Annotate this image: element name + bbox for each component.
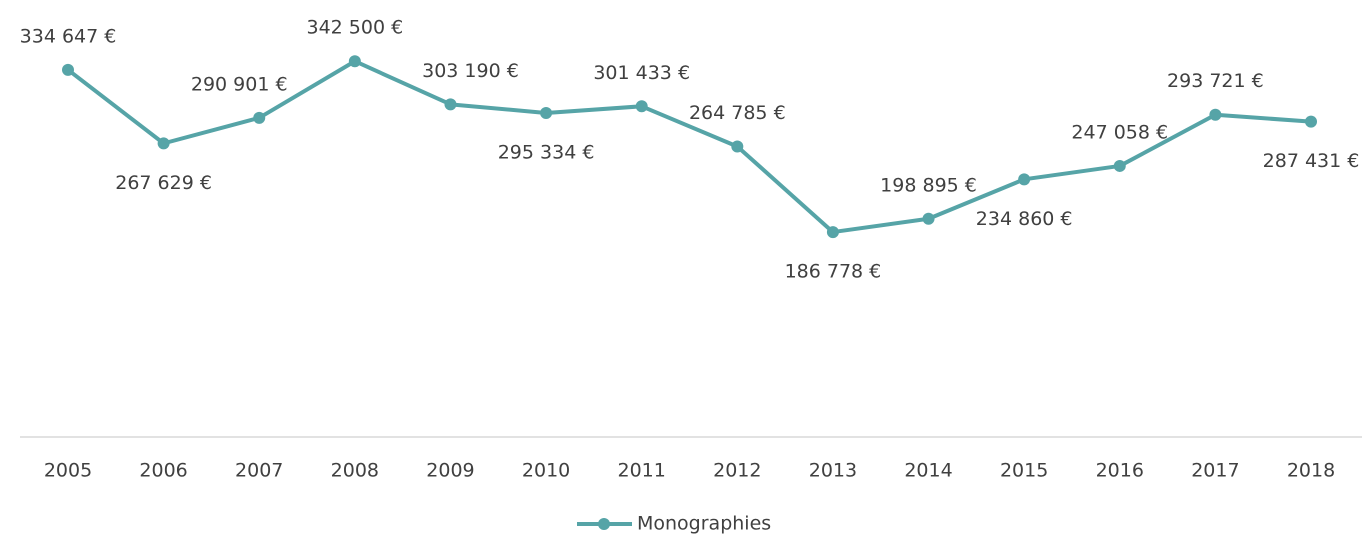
x-tick-label: 2011 — [618, 460, 666, 482]
x-tick-label: 2009 — [426, 460, 474, 482]
data-point — [348, 55, 361, 68]
data-point — [826, 226, 839, 239]
x-tick-label: 2018 — [1287, 460, 1335, 482]
x-tick-label: 2005 — [44, 460, 92, 482]
data-point — [1018, 173, 1031, 186]
data-label: 303 190 € — [422, 60, 519, 82]
data-label: 295 334 € — [498, 141, 595, 163]
data-point — [1305, 115, 1317, 128]
data-label: 234 860 € — [976, 208, 1073, 230]
data-point — [444, 98, 457, 111]
x-tick-label: 2016 — [1096, 460, 1144, 482]
data-point — [922, 212, 935, 225]
data-label: 287 431 € — [1263, 150, 1360, 172]
data-label: 198 895 € — [880, 174, 977, 196]
data-label: 342 500 € — [306, 17, 403, 39]
data-label: 293 721 € — [1167, 70, 1264, 92]
data-point — [157, 137, 170, 150]
data-point — [540, 106, 553, 119]
data-label: 267 629 € — [115, 172, 212, 194]
data-label: 301 433 € — [593, 62, 690, 84]
data-label: 186 778 € — [785, 261, 882, 283]
series-line — [66, 59, 1312, 235]
data-label: 264 785 € — [689, 102, 786, 124]
x-tick-label: 2008 — [331, 460, 379, 482]
data-point — [1209, 108, 1222, 121]
x-tick-label: 2007 — [235, 460, 283, 482]
legend-label: Monographies — [637, 513, 771, 535]
x-tick-label: 2015 — [1000, 460, 1048, 482]
data-label: 290 901 € — [191, 73, 288, 95]
data-point — [253, 111, 266, 124]
data-point — [731, 140, 744, 153]
legend-marker — [598, 518, 610, 530]
x-tick-label: 2012 — [713, 460, 761, 482]
data-point — [635, 100, 648, 113]
data-label: 247 058 € — [1071, 121, 1168, 143]
x-tick-label: 2017 — [1191, 460, 1239, 482]
x-tick-label: 2006 — [139, 460, 187, 482]
data-label: 334 647 € — [20, 25, 117, 47]
data-point — [1113, 159, 1126, 172]
data-point — [62, 63, 74, 76]
x-tick-label: 2010 — [522, 460, 570, 482]
x-tick-label: 2013 — [809, 460, 857, 482]
x-tick-label: 2014 — [904, 460, 952, 482]
